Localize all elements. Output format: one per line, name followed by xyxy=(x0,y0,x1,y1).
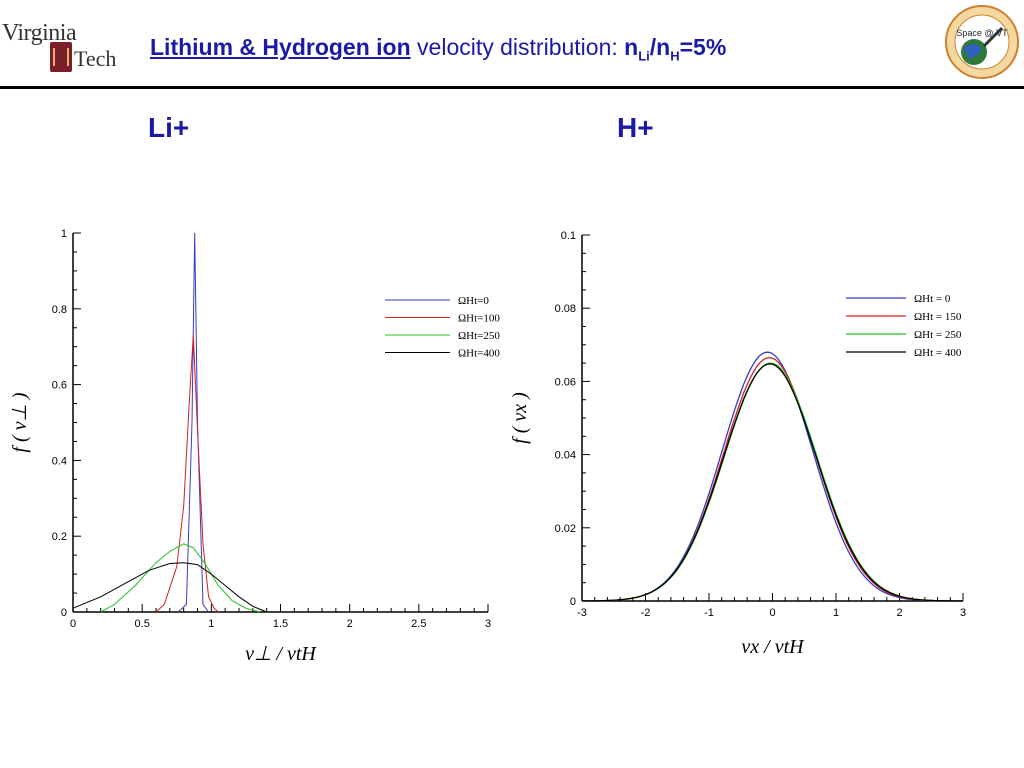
y-tick-label: 0.2 xyxy=(52,531,67,543)
x-tick-label: 2 xyxy=(896,607,902,619)
x-axis-label: v⊥ / vtH xyxy=(245,643,317,665)
logo-crest-icon xyxy=(50,42,72,72)
x-tick-label: 3 xyxy=(960,607,966,619)
legend-label-3: ΩHt=250 xyxy=(458,330,500,342)
x-tick-label: 1.5 xyxy=(273,618,288,630)
series-line-4 xyxy=(582,363,964,602)
y-tick-label: 0.4 xyxy=(52,455,67,467)
y-tick-label: 0 xyxy=(61,607,67,619)
title-ratio-tail: =5% xyxy=(679,34,727,60)
series-line-3 xyxy=(100,543,260,613)
legend-label-3: ΩHt = 250 xyxy=(914,329,962,341)
x-tick-label: 2.5 xyxy=(411,618,426,630)
y-tick-label: 0.02 xyxy=(555,523,576,535)
y-tick-label: 0.04 xyxy=(555,450,576,462)
legend-label-4: ΩHt=400 xyxy=(458,348,500,360)
x-tick-label: 0 xyxy=(769,607,775,619)
seal-text: Space @ VT xyxy=(956,28,1008,38)
y-tick-label: 0.08 xyxy=(555,303,576,315)
y-axis-label: f ( vx ) xyxy=(509,392,531,444)
chart-li-velocity: 0 0.2 0.4 0.6 0.8 1 0 0.5 1 1.5 2 2.5 3 ΩHt=0 ΩHt=100 Ω… xyxy=(9,228,500,665)
title-part-bold: Lithium & Hydrogen ion xyxy=(150,34,411,60)
legend-label-4: ΩHt = 400 xyxy=(914,347,962,359)
legend-label-1: ΩHt = 0 xyxy=(914,293,951,305)
series-line-3 xyxy=(582,362,964,602)
panel-label-li: Li+ xyxy=(148,112,190,143)
x-tick-label: 0.5 xyxy=(135,618,150,630)
x-tick-label: 2 xyxy=(347,618,353,630)
series-line-4 xyxy=(72,562,267,613)
title-ratio-sep: /n xyxy=(649,34,671,60)
x-tick-label: 1 xyxy=(833,607,839,619)
series-line-2 xyxy=(155,335,219,613)
series-line-1 xyxy=(582,351,963,602)
x-tick-label: 3 xyxy=(485,618,491,630)
header-divider xyxy=(0,86,1024,89)
title-ratio-n1: n xyxy=(624,34,639,60)
chart-h-velocity: 0 0.02 0.04 0.06 0.08 0.1 -3 -2 -1 0 1 2 3 ΩHt = 0 ΩHt… xyxy=(509,230,966,658)
y-tick-label: 0.8 xyxy=(52,304,67,316)
legend-label-1: ΩHt=0 xyxy=(458,295,489,307)
x-tick-label: -3 xyxy=(577,607,587,619)
y-tick-label: 0.1 xyxy=(561,230,576,242)
x-axis-label: vx / vtH xyxy=(741,636,805,658)
title-ratio-sub2: H xyxy=(670,48,680,64)
series-line-1 xyxy=(177,232,210,613)
legend-label-2: ΩHt = 150 xyxy=(914,311,962,323)
y-tick-label: 0.06 xyxy=(555,376,576,388)
title-ratio: nLi/nH=5% xyxy=(624,34,727,64)
space-at-vt-seal-icon: Space @ VT xyxy=(945,5,1019,79)
x-tick-label: -2 xyxy=(641,607,651,619)
series-line-2 xyxy=(582,356,963,602)
title-part-plain: velocity distribution: xyxy=(410,34,625,60)
x-tick-label: 1 xyxy=(208,618,214,630)
y-axis-label: f ( v⊥ ) xyxy=(9,392,31,453)
x-tick-label: -1 xyxy=(704,607,714,619)
y-tick-label: 1 xyxy=(61,228,67,240)
legend-label-2: ΩHt=100 xyxy=(458,313,500,325)
y-tick-label: 0 xyxy=(570,596,576,608)
x-tick-label: 0 xyxy=(70,618,76,630)
virginia-tech-logo: Virginia Tech xyxy=(2,14,126,80)
logo-word-virginia: Virginia xyxy=(2,20,77,46)
page-title: Lithium & Hydrogen ion velocity distribu… xyxy=(150,34,726,64)
title-ratio-sub1: Li xyxy=(638,48,650,64)
logo-word-tech: Tech xyxy=(74,46,117,71)
y-tick-label: 0.6 xyxy=(52,380,67,392)
panel-label-h: H+ xyxy=(617,112,654,143)
